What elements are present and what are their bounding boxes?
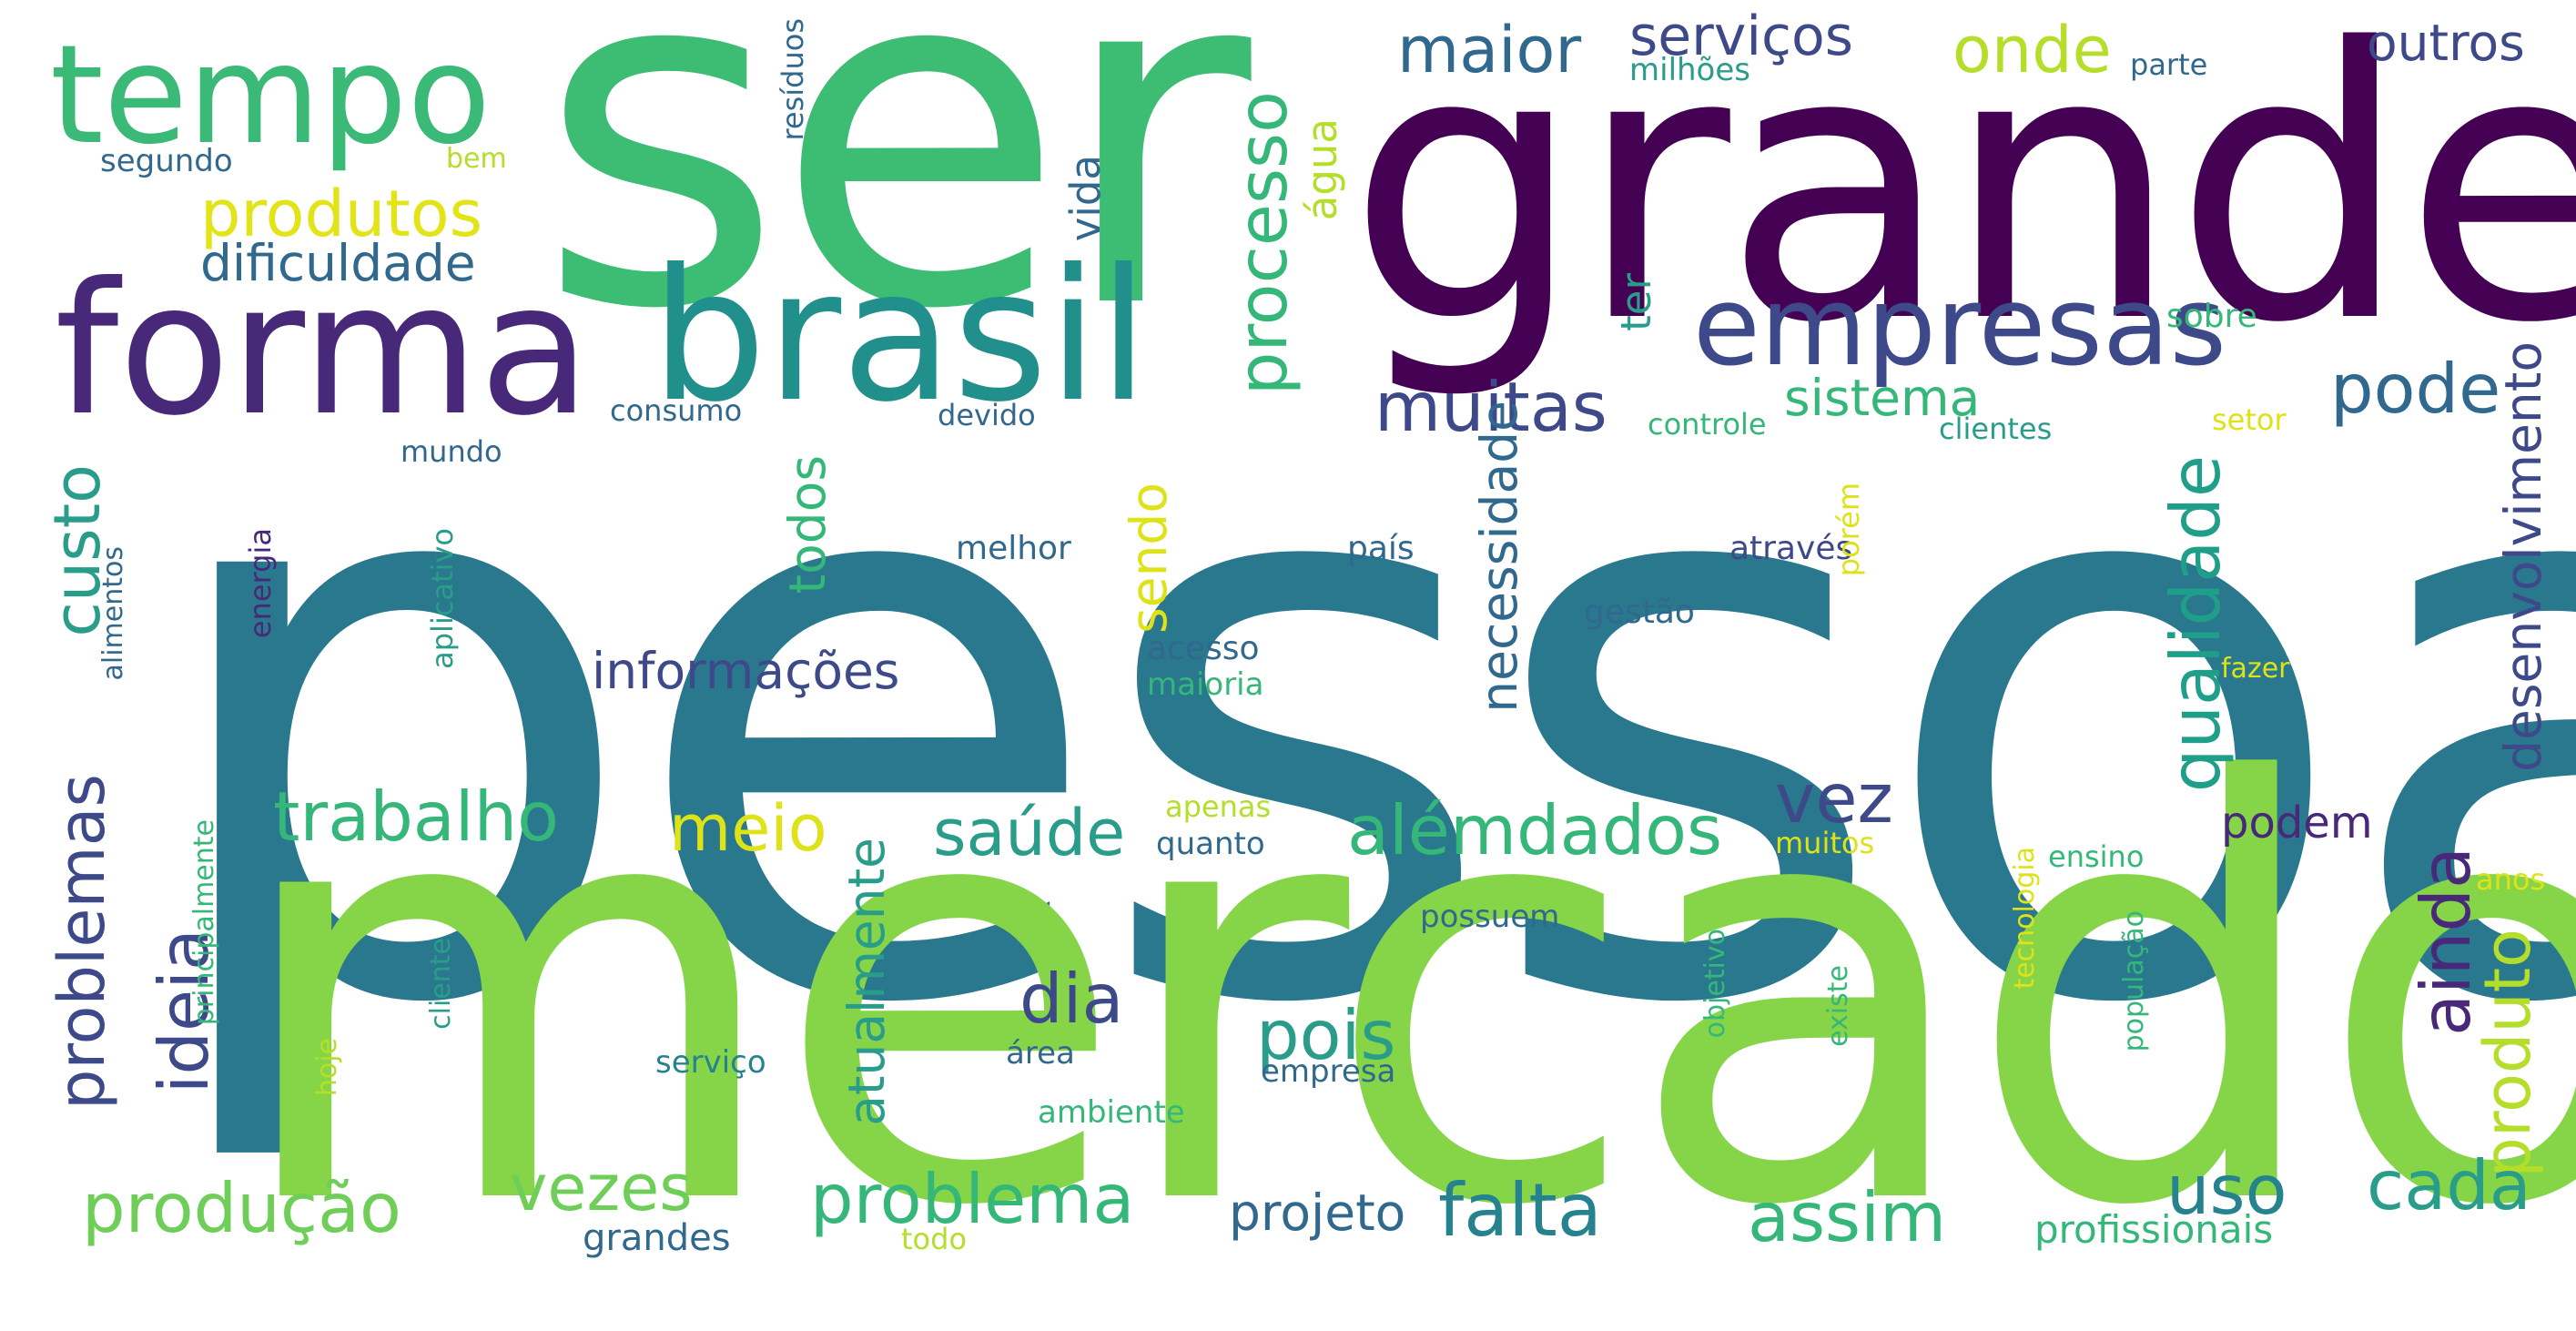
word-problemas: problemas — [45, 774, 119, 1111]
word-objetivo: objetivo — [1699, 929, 1731, 1039]
word-area: área — [1006, 1035, 1075, 1072]
word-pessoas: pessoas — [146, 263, 2576, 1174]
word-sobre: sobre — [2166, 298, 2257, 335]
word-muitos: muitos — [1775, 826, 1875, 860]
word-devido: devido — [938, 398, 1036, 432]
word-forma: forma — [55, 244, 591, 456]
word-atualmente: atualmente — [837, 838, 896, 1126]
word-populacao: população — [2118, 910, 2150, 1052]
word-necessidade: necessidade — [1470, 401, 1528, 713]
word-anos: anos — [2476, 862, 2546, 897]
word-pois: pois — [1256, 995, 1396, 1075]
word-ser: ser — [537, 0, 1252, 412]
word-saude: saúde — [933, 796, 1126, 870]
word-grande: grande — [1347, 0, 2576, 404]
word-quanto: quanto — [1156, 826, 1265, 862]
word-mundo: mundo — [401, 434, 502, 469]
word-servico: serviço — [655, 1044, 766, 1081]
word-uso: uso — [2166, 1150, 2287, 1230]
word-empresas: empresas — [1693, 264, 2226, 391]
word-falta: falta — [1438, 1168, 1602, 1253]
word-porem: porém — [1831, 483, 1866, 577]
word-alimentos: alimentos — [97, 546, 129, 681]
word-assim: assim — [1748, 1177, 1947, 1257]
word-problema: problema — [810, 1159, 1135, 1239]
word-maioria: maioria — [1147, 666, 1264, 703]
word-servicos: serviços — [1629, 5, 1853, 68]
word-principalmente: principalmente — [188, 819, 220, 1026]
word-tecnologia: tecnologia — [2009, 847, 2041, 990]
word-melhor: melhor — [956, 530, 1071, 567]
word-vezes: vezes — [510, 1151, 693, 1225]
word-pode: pode — [2330, 349, 2501, 429]
word-sendo: sendo — [1120, 483, 1178, 634]
word-projeto: projeto — [1229, 1184, 1406, 1242]
word-brasil: brasil — [651, 230, 1150, 442]
word-residuos: resíduos — [776, 18, 810, 141]
word-controle: controle — [1648, 407, 1767, 442]
word-meio: meio — [669, 791, 827, 866]
word-parte: parte — [2130, 47, 2208, 82]
word-onde: onde — [1952, 13, 2112, 87]
word-profissionais: profissionais — [2034, 1207, 2274, 1252]
word-cada: cada — [2367, 1145, 2531, 1225]
word-pais: país — [1347, 530, 1415, 567]
word-cliente: cliente — [425, 938, 457, 1030]
word-empresa: empresa — [1261, 1053, 1396, 1090]
word-sistema: sistema — [1784, 369, 1981, 427]
word-clientes: clientes — [1939, 411, 2053, 446]
word-hoje: hoje — [311, 1038, 343, 1097]
word-consumo: consumo — [610, 393, 743, 428]
word-possuem: possuem — [1420, 899, 1560, 935]
word-ter: ter — [1612, 273, 1660, 331]
word-ensino: ensino — [2048, 839, 2145, 874]
word-todos: todos — [778, 455, 837, 594]
word-atraves: através — [1729, 530, 1853, 567]
word-todo: todo — [901, 1222, 968, 1256]
word-alemdados: alémdados — [1347, 790, 1723, 870]
word-bem: bem — [446, 143, 507, 175]
word-producao: produção — [82, 1168, 401, 1248]
word-desenvolvimento: desenvolvimento — [2494, 341, 2552, 772]
word-processo: processo — [1222, 91, 1303, 396]
word-agua: água — [1298, 118, 1346, 221]
word-segundo: segundo — [100, 143, 233, 179]
word-milhoes: milhões — [1629, 52, 1750, 88]
word-trabalho: trabalho — [273, 777, 560, 857]
word-podem: podem — [2221, 798, 2373, 848]
word-dia: dia — [1019, 959, 1124, 1039]
word-energia: energia — [243, 528, 278, 639]
word-fazer: fazer — [2221, 653, 2290, 685]
word-cloud: pessoas mercado ser grande brasil forma … — [40, 0, 2576, 1331]
word-mercado: mercado — [228, 663, 2576, 1331]
word-apenas: apenas — [1165, 789, 1272, 824]
word-vida: vida — [1061, 155, 1110, 242]
word-produtos: produtos — [200, 177, 483, 251]
word-outros: outros — [2367, 14, 2525, 72]
word-grandes: grandes — [583, 1217, 731, 1259]
word-ambiente: ambiente — [1038, 1094, 1185, 1131]
word-aplicativo: aplicativo — [425, 528, 460, 669]
word-tempo: tempo — [50, 16, 492, 175]
word-muitas: muitas — [1374, 367, 1607, 447]
word-dificuldade: dificuldade — [200, 234, 476, 292]
word-produto: produto — [2470, 929, 2545, 1178]
word-existe: existe — [1822, 965, 1854, 1047]
word-qualidade: qualidade — [2155, 455, 2236, 793]
word-acesso: acesso — [1147, 630, 1260, 667]
word-setor: setor — [2212, 402, 2287, 437]
word-informacoes: informações — [592, 642, 900, 700]
word-gestao: gestão — [1584, 594, 1695, 631]
word-vez: vez — [1775, 758, 1893, 838]
word-maior: maior — [1397, 13, 1582, 87]
